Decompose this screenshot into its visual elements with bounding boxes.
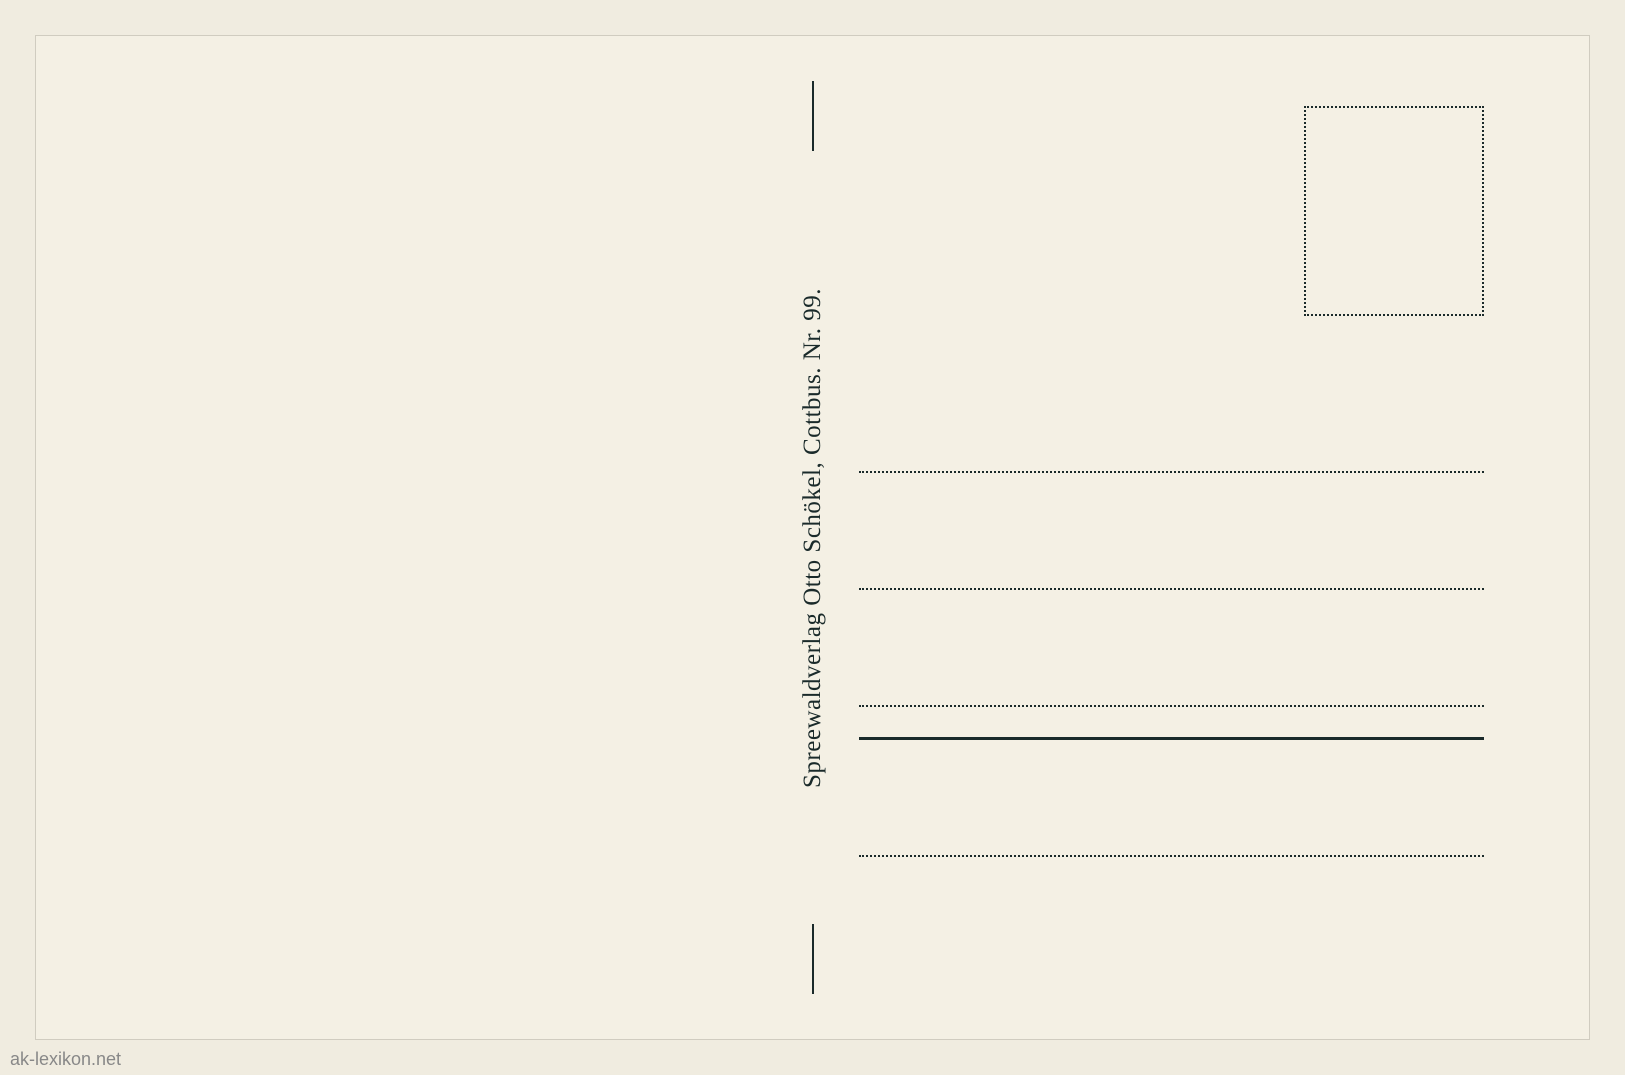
address-line-4 [859,855,1484,857]
address-line-3-underline [859,737,1484,740]
address-line-3 [859,705,1484,707]
center-divider-top [812,81,814,151]
postcard-back: Spreewaldverlag Otto Schökel, Cottbus. N… [35,35,1590,1040]
address-line-2 [859,588,1484,590]
center-divider-bottom [812,924,814,994]
postcard-inner: Spreewaldverlag Otto Schökel, Cottbus. N… [51,51,1574,1024]
address-section [859,471,1484,972]
watermark-text: ak-lexikon.net [10,1049,121,1070]
publisher-imprint: Spreewaldverlag Otto Schökel, Cottbus. N… [799,287,827,787]
stamp-placeholder [1304,106,1484,316]
address-line-1 [859,471,1484,473]
